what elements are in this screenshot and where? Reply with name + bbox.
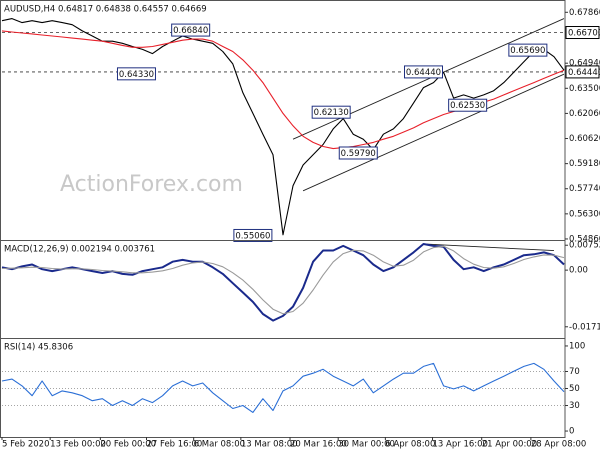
series-line (1, 30, 565, 150)
price-label-box (508, 43, 548, 57)
price-label: 0.62530 (450, 101, 485, 111)
price-label-box (171, 23, 211, 37)
price-label: 0.65690 (510, 46, 545, 56)
y-tick-label: -0.017112 (569, 322, 600, 332)
title-bg (2, 3, 217, 14)
title-bg (2, 243, 161, 254)
price-label: 0.64330 (119, 70, 154, 80)
price-label: 0.62130 (314, 108, 349, 118)
price-label-box (338, 146, 378, 160)
x-tick-label: 6 Apr 08:00 (385, 440, 435, 450)
panel-title: AUDUSD,H4 0.64817 0.64838 0.64557 0.6466… (4, 5, 207, 15)
axis-price-label: 0.66700 (568, 29, 600, 39)
x-tick-label: 5 Feb 2020 (2, 440, 50, 450)
x-tick-label: 13 Feb 00:00 (50, 440, 106, 450)
y-tick-label: 30 (569, 401, 580, 411)
x-tick-label: 13 Mar 08:00 (241, 440, 298, 450)
x-tick-label: 6 Mar 08:00 (194, 440, 245, 450)
price-label-box (403, 65, 443, 79)
y-tick-label: 50 (569, 384, 580, 394)
y-tick-label: 0.00 (569, 266, 588, 276)
series-line (1, 362, 565, 413)
panel-title: RSI(14) 45.8306 (4, 343, 73, 353)
price-label-box (116, 67, 156, 81)
price-label: 0.66840 (173, 26, 208, 36)
series-line (1, 245, 565, 315)
y-tick-label: 100 (569, 341, 585, 351)
axis-price-box (565, 65, 600, 79)
price-label-box (233, 228, 273, 242)
title-bg (2, 341, 79, 352)
price-label: 0.59790 (341, 149, 376, 159)
axis-price-label: 0.64440 (568, 68, 600, 78)
y-tick-label: 0.007526 (569, 241, 600, 251)
watermark: ActionForex.com (60, 172, 243, 197)
price-label-box (311, 105, 351, 119)
trend-line (292, 18, 565, 140)
x-tick-label: 27 Feb 16:00 (147, 440, 203, 450)
series-line (1, 18, 565, 236)
x-tick-label: 13 Apr 16:00 (433, 440, 488, 450)
price-label-box (448, 98, 488, 112)
panel (0, 0, 566, 241)
x-tick-label: 20 Feb 00:00 (100, 440, 156, 450)
x-tick-label: 30 Mar 00:00 (338, 440, 395, 450)
x-tick-label: 20 Mar 16:00 (290, 440, 347, 450)
series-line (1, 243, 565, 322)
panel (0, 240, 566, 339)
axis-price-box (565, 26, 600, 40)
panel-title: MACD(12,26,9) 0.002194 0.003761 (4, 245, 155, 255)
y-tick-label: 70 (569, 367, 580, 377)
trend-line (423, 243, 554, 252)
trend-line (302, 73, 565, 192)
x-tick-label: 21 Apr 00:00 (482, 440, 537, 450)
price-label: 0.64440 (406, 68, 441, 78)
y-tick-label: 0 (569, 427, 574, 437)
price-label: 0.55060 (235, 231, 270, 241)
x-tick-label: 28 Apr 08:00 (531, 440, 586, 450)
